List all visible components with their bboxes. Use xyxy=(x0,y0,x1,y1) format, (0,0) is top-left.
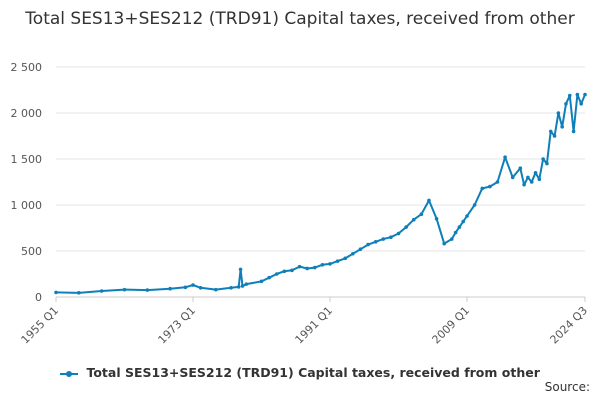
data-point xyxy=(290,268,294,273)
y-axis-ticks: 0 500 1 000 1 500 2 000 2 500 xyxy=(11,61,43,304)
data-point xyxy=(533,171,538,175)
data-point xyxy=(351,251,355,256)
y-tick-label: 1 000 xyxy=(11,199,43,212)
data-point xyxy=(320,263,325,267)
data-point xyxy=(358,247,363,251)
data-point xyxy=(472,203,477,207)
source-label: Source: xyxy=(544,380,590,394)
data-point xyxy=(259,279,264,284)
data-point xyxy=(229,286,233,290)
data-point xyxy=(343,256,348,261)
data-point xyxy=(541,157,545,161)
data-point xyxy=(545,161,549,166)
data-point xyxy=(560,125,564,129)
legend[interactable]: Total SES13+SES212 (TRD91) Capital taxes… xyxy=(0,365,600,380)
data-point xyxy=(583,92,587,97)
data-point xyxy=(335,259,340,263)
data-point xyxy=(488,184,492,189)
data-point xyxy=(495,180,500,184)
y-tick-label: 0 xyxy=(35,291,42,304)
data-point xyxy=(267,275,271,280)
data-point xyxy=(434,217,439,221)
legend-label: Total SES13+SES212 (TRD91) Capital taxes… xyxy=(86,365,540,380)
data-point xyxy=(503,155,507,159)
data-point xyxy=(214,287,218,292)
data-point xyxy=(396,231,401,236)
series-line xyxy=(55,93,586,294)
data-point xyxy=(145,288,150,292)
data-point xyxy=(312,265,317,270)
data-point xyxy=(282,269,287,274)
x-tick-label: 1991 Q1 xyxy=(293,304,336,347)
data-point xyxy=(480,186,485,191)
data-point xyxy=(442,241,446,246)
data-point xyxy=(419,212,424,216)
data-point xyxy=(461,219,466,224)
gridlines xyxy=(56,66,585,298)
y-tick-label: 1 500 xyxy=(11,153,43,166)
x-tick-label: 1973 Q1 xyxy=(156,304,199,347)
data-point xyxy=(238,267,243,272)
x-tick-label: 2009 Q1 xyxy=(430,304,473,347)
data-point xyxy=(404,225,408,229)
data-point xyxy=(552,134,557,138)
data-point xyxy=(54,290,58,295)
y-tick-label: 500 xyxy=(21,245,42,258)
data-point xyxy=(556,111,561,115)
data-point xyxy=(191,283,195,287)
data-point xyxy=(366,242,370,247)
data-point xyxy=(548,129,553,134)
data-point xyxy=(122,287,127,292)
data-point xyxy=(510,175,515,180)
data-point xyxy=(575,92,580,97)
data-point xyxy=(567,93,572,98)
data-point xyxy=(389,235,393,239)
x-axis-ticks: 1955 Q1 1973 Q1 1991 Q1 2009 Q1 2024 Q3 xyxy=(19,297,591,347)
data-point xyxy=(571,129,576,134)
data-point xyxy=(522,182,526,187)
data-point xyxy=(537,177,542,182)
y-tick-label: 2 500 xyxy=(11,61,43,74)
data-point xyxy=(526,175,530,180)
chart-title: Total SES13+SES212 (TRD91) Capital taxes… xyxy=(25,9,575,29)
data-point xyxy=(579,102,583,106)
data-point xyxy=(168,286,172,291)
x-tick-label: 2024 Q3 xyxy=(548,304,591,347)
y-tick-label: 2 000 xyxy=(11,107,43,120)
data-point xyxy=(297,264,302,269)
data-point xyxy=(373,240,378,244)
data-point xyxy=(529,180,534,184)
data-point xyxy=(240,284,245,288)
data-point xyxy=(244,282,249,286)
data-point xyxy=(449,237,454,241)
data-point xyxy=(453,230,458,235)
data-point xyxy=(411,217,416,222)
data-point xyxy=(77,291,81,295)
data-point xyxy=(381,237,386,241)
data-point xyxy=(518,166,523,170)
data-point xyxy=(465,214,469,218)
x-tick-label: 1955 Q1 xyxy=(19,304,62,347)
legend-line-marker-icon xyxy=(60,370,79,377)
data-point xyxy=(183,285,188,290)
data-point xyxy=(564,102,568,106)
data-point xyxy=(236,285,241,289)
data-point xyxy=(274,272,279,276)
data-point xyxy=(198,286,203,290)
data-point xyxy=(99,289,104,293)
data-point xyxy=(457,225,462,229)
data-point xyxy=(427,198,431,203)
data-point xyxy=(305,266,309,271)
series-group xyxy=(54,92,587,295)
data-point xyxy=(328,262,332,266)
